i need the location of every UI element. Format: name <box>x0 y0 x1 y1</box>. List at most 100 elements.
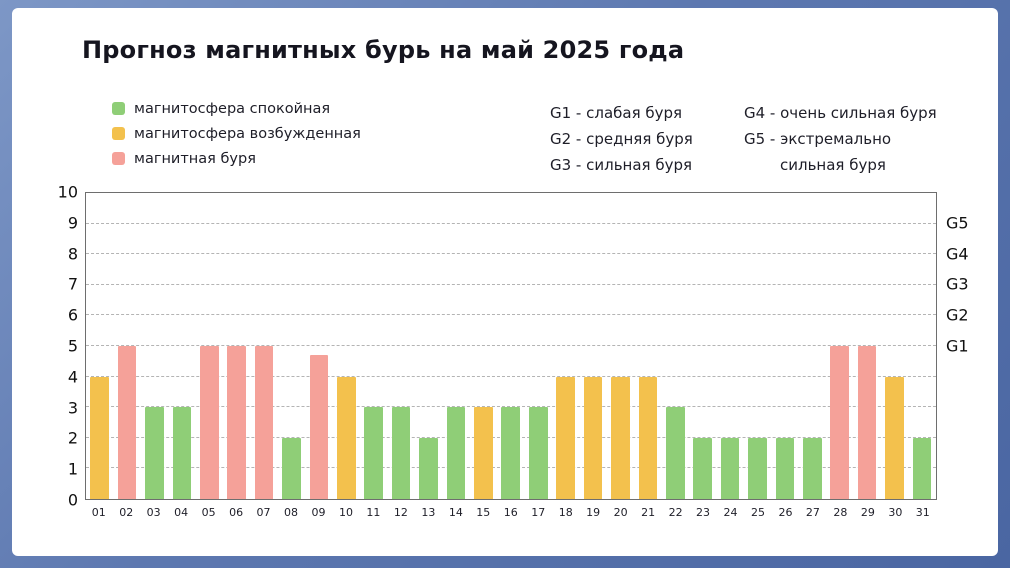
y-tick-G5: G5 <box>946 213 969 233</box>
x-label-day-24: 24 <box>723 506 738 519</box>
bar-column-day-15 <box>470 193 497 499</box>
x-label-day-11: 11 <box>366 506 381 519</box>
bar-day-30 <box>885 376 904 499</box>
y-tick-4: 4 <box>67 367 78 387</box>
bar-day-20 <box>611 376 630 499</box>
bar-column-day-20 <box>607 193 634 499</box>
bar-day-24 <box>720 437 740 499</box>
bar-column-day-21 <box>634 193 661 499</box>
x-label-day-09: 09 <box>311 506 326 519</box>
x-label-day-19: 19 <box>586 506 601 519</box>
plot-area <box>85 192 937 500</box>
bar-day-05 <box>200 346 219 499</box>
y-tick-10: 10 <box>57 182 78 202</box>
y-axis-right: G1 G2 G3 G4 G5 <box>946 192 990 500</box>
x-label-day-13: 13 <box>421 506 436 519</box>
y-tick-G2: G2 <box>946 305 969 325</box>
x-label-day-08: 08 <box>284 506 299 519</box>
gridline-5 <box>86 345 936 346</box>
x-label-day-21: 21 <box>641 506 656 519</box>
bar-column-day-19 <box>579 193 606 499</box>
bar-day-21 <box>638 376 658 499</box>
bar-day-25 <box>748 437 767 499</box>
storm-scale-text: G5 - экстремально сильная буря <box>744 130 892 174</box>
bar-column-day-05 <box>196 193 223 499</box>
x-label-day-16: 16 <box>503 506 518 519</box>
storm-scale-column-1: G1 - слабая буря G2 - средняя буря G3 - си… <box>550 100 693 178</box>
x-label-day-15: 15 <box>476 506 491 519</box>
bar-column-day-29 <box>853 193 880 499</box>
gridline-6 <box>86 314 936 316</box>
bar-day-29 <box>857 346 877 499</box>
x-label-day-31: 31 <box>915 506 930 519</box>
bar-column-day-13 <box>415 193 442 499</box>
gridline-3 <box>86 406 936 408</box>
bar-column-day-24 <box>716 193 743 499</box>
bar-column-day-26 <box>771 193 798 499</box>
bar-day-01 <box>90 376 110 499</box>
y-tick-0: 0 <box>67 490 78 510</box>
x-label-day-22: 22 <box>668 506 683 519</box>
y-tick-5: 5 <box>67 336 78 356</box>
bar-column-day-01 <box>86 193 113 499</box>
storm-scale-text: G4 - очень сильная буря <box>744 104 937 122</box>
x-label-day-07: 07 <box>256 506 271 519</box>
legend-label-calm: магнитосфера спокойная <box>134 100 331 117</box>
page-title: Прогноз магнитных бурь на май 2025 года <box>82 36 685 64</box>
legend: магнитосфера спокойная магнитосфера возбу… <box>112 96 361 171</box>
bar-day-22 <box>665 407 685 499</box>
bar-day-13 <box>419 437 438 499</box>
x-label-day-03: 03 <box>146 506 161 519</box>
x-label-day-25: 25 <box>750 506 765 519</box>
gridline-7 <box>86 283 936 285</box>
x-label-day-30: 30 <box>888 506 903 519</box>
bar-day-03 <box>145 407 164 499</box>
bar-column-day-09 <box>305 193 332 499</box>
legend-item-storm: магнитная буря <box>112 146 361 171</box>
bar-day-19 <box>583 376 603 499</box>
x-label-day-27: 27 <box>805 506 820 519</box>
x-label-day-26: 26 <box>778 506 793 519</box>
x-label-day-06: 06 <box>229 506 244 519</box>
legend-label-storm: магнитная буря <box>134 150 256 167</box>
gridline-8 <box>86 253 936 255</box>
bar-column-day-30 <box>881 193 908 499</box>
bar-column-day-14 <box>442 193 469 499</box>
bar-column-day-02 <box>113 193 140 499</box>
y-tick-1: 1 <box>67 459 78 479</box>
x-label-day-29: 29 <box>860 506 875 519</box>
x-label-day-23: 23 <box>696 506 711 519</box>
bar-day-10 <box>337 376 356 499</box>
y-tick-7: 7 <box>67 274 78 294</box>
bar-day-08 <box>282 437 301 499</box>
y-axis-left: 0 1 2 3 4 5 6 7 8 9 10 <box>38 183 78 510</box>
x-label-day-14: 14 <box>448 506 463 519</box>
bar-day-09 <box>309 355 329 499</box>
y-tick-6: 6 <box>67 305 78 325</box>
bar-column-day-31 <box>908 193 935 499</box>
y-tick-G4: G4 <box>946 244 969 264</box>
x-label-day-05: 05 <box>201 506 216 519</box>
y-tick-8: 8 <box>67 244 78 264</box>
bar-column-day-11 <box>360 193 387 499</box>
legend-label-excited: магнитосфера возбужденная <box>134 125 361 142</box>
x-label-day-20: 20 <box>613 506 628 519</box>
y-tick-2: 2 <box>67 428 78 448</box>
bar-day-23 <box>693 437 712 499</box>
legend-swatch-excited <box>112 127 125 140</box>
bar-day-12 <box>391 407 411 499</box>
x-label-day-28: 28 <box>833 506 848 519</box>
bar-day-31 <box>912 437 932 499</box>
bar-column-day-22 <box>662 193 689 499</box>
x-label-day-04: 04 <box>174 506 189 519</box>
bar-column-day-27 <box>799 193 826 499</box>
bar-column-day-07 <box>250 193 277 499</box>
bar-day-16 <box>501 407 521 499</box>
x-axis: 01 02 03 04 05 06 07 08 09 10 11 12 13 14 15 16 17 18 19 20… <box>85 506 937 519</box>
y-tick-G1: G1 <box>946 336 969 356</box>
x-label-day-10: 10 <box>338 506 353 519</box>
bar-column-day-16 <box>497 193 524 499</box>
storm-scale-text: G3 - сильная буря <box>550 156 693 174</box>
bar-day-14 <box>446 407 466 499</box>
bar-column-day-08 <box>278 193 305 499</box>
